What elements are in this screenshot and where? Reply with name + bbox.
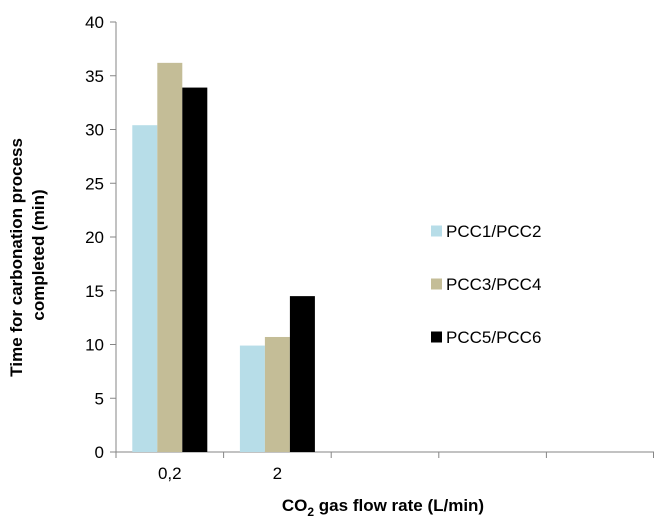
bar	[132, 125, 158, 452]
legend-label: PCC5/PCC6	[446, 328, 541, 347]
y-tick-label: 25	[85, 174, 104, 193]
y-tick-label: 30	[85, 121, 104, 140]
y-axis: 0 5 10 15 20 25 30 35 40	[85, 13, 117, 462]
x-tick-label: 2	[273, 464, 282, 483]
y-tick-label: 35	[85, 67, 104, 86]
bars	[132, 62, 315, 452]
y-tick-label: 40	[85, 13, 104, 32]
x-axis-title-suffix: gas flow rate (L/min)	[314, 496, 484, 515]
legend: PCC1/PCC2 PCC3/PCC4 PCC5/PCC6	[431, 222, 541, 347]
bar	[157, 62, 183, 452]
legend-swatch	[431, 331, 442, 343]
y-tick-label: 15	[85, 282, 104, 301]
bar	[264, 336, 290, 452]
x-axis-title-prefix: CO	[282, 496, 308, 515]
y-axis-title-line2: completed (min)	[29, 189, 48, 320]
x-axis-title: CO2 gas flow rate (L/min)	[282, 496, 484, 519]
y-axis-title-line1: Time for carbonation process	[7, 138, 26, 377]
x-tick-label: 0,2	[158, 464, 182, 483]
y-tick-label: 20	[85, 228, 104, 247]
y-tick-label: 5	[95, 389, 104, 408]
x-axis: 0,2 2	[115, 451, 654, 483]
bar	[182, 87, 208, 452]
x-axis-title-subscript: 2	[307, 505, 314, 519]
legend-swatch	[431, 225, 442, 237]
legend-label: PCC1/PCC2	[446, 222, 541, 241]
y-tick-label: 0	[95, 443, 104, 462]
y-axis-title: Time for carbonation process completed (…	[7, 133, 48, 376]
y-tick-label: 10	[85, 336, 104, 355]
bar	[239, 345, 265, 452]
bar	[289, 296, 315, 452]
legend-label: PCC3/PCC4	[446, 275, 541, 294]
legend-swatch	[431, 278, 442, 290]
